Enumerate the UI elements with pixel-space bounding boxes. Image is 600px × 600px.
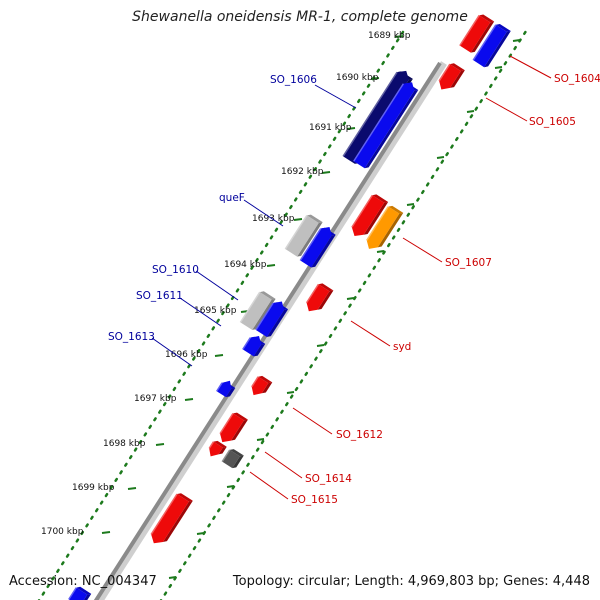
- gene-so1607: [366, 205, 404, 249]
- gene-so1604-a: [459, 14, 495, 53]
- gene-label: queF: [219, 192, 245, 204]
- minor-tick-mark: [168, 576, 177, 579]
- gene-so1615: [221, 449, 244, 469]
- kbp-tick-mark: [321, 171, 331, 174]
- kbp-tick-mark: [370, 77, 380, 80]
- gene-label: SO_1614: [305, 473, 352, 485]
- kbp-tick-label: 1695 kbp: [194, 306, 237, 316]
- gene-label: SO_1610: [152, 264, 199, 276]
- gene-so1611: [242, 336, 266, 357]
- kbp-tick-label: 1698 kbp: [103, 439, 146, 449]
- kbp-tick-mark: [214, 354, 224, 357]
- label-leader-line: [151, 337, 193, 367]
- label-leader-line: [292, 407, 333, 435]
- gene-quef: [284, 214, 323, 257]
- kbp-tick-mark: [293, 218, 303, 221]
- gene-label: SO_1613: [108, 331, 155, 343]
- gene-so1606-cds: [353, 82, 419, 169]
- gene-bottom-partial: [68, 586, 92, 600]
- kbp-tick-label: 1689 kbp: [368, 31, 411, 41]
- label-leader-line: [402, 237, 443, 263]
- minor-tick-mark: [316, 344, 325, 347]
- minor-tick-mark: [406, 203, 415, 206]
- kbp-tick-label: 1700 kbp: [41, 527, 84, 537]
- label-leader-line: [350, 320, 391, 347]
- kbp-tick-label: 1694 kbp: [224, 260, 267, 270]
- minor-tick-mark: [494, 66, 503, 69]
- gene-label: SO_1615: [291, 494, 338, 506]
- minor-tick-mark: [256, 438, 265, 441]
- gene-so1612: [219, 412, 248, 443]
- map-title: Shewanella oneidensis MR-1, complete gen…: [132, 9, 468, 25]
- feature-layer: [68, 14, 511, 600]
- minor-tick-mark: [512, 39, 521, 42]
- kbp-tick-mark: [101, 531, 111, 534]
- kbp-tick-mark: [266, 264, 276, 267]
- minor-tick-mark: [226, 485, 235, 488]
- kbp-tick-mark: [394, 35, 404, 38]
- gene-label: syd: [393, 341, 411, 353]
- gene-syd: [305, 283, 334, 312]
- minor-tick-mark: [346, 297, 355, 300]
- right-tick-line: [159, 26, 530, 600]
- gene-so1607-a: [351, 194, 389, 237]
- topology-summary: Topology: circular; Length: 4,969,803 bp…: [232, 574, 590, 589]
- kbp-tick-mark: [155, 443, 165, 446]
- gene-so1613: [216, 380, 236, 398]
- gene-so1610-cds: [255, 301, 289, 337]
- label-leader-line: [485, 97, 528, 122]
- minor-tick-mark: [466, 110, 475, 113]
- gene-label: SO_1606: [270, 74, 317, 86]
- kbp-tick-label: 1697 kbp: [134, 394, 177, 404]
- kbp-tick-label: 1699 kbp: [72, 483, 115, 493]
- label-leader-line: [509, 55, 552, 79]
- kbp-tick-mark: [184, 398, 194, 401]
- gene-so1604: [472, 24, 511, 68]
- gene-label: SO_1611: [136, 290, 183, 302]
- kbp-tick-mark: [346, 127, 356, 130]
- gene-so1605: [438, 63, 465, 90]
- kbp-tick-label: 1691 kbp: [309, 123, 352, 133]
- minor-tick-mark: [286, 391, 295, 394]
- minor-tick-mark: [376, 250, 385, 253]
- label-layer: SO_1606 queF SO_1610 SO_1611 SO_1613 SO_1604 S…: [108, 55, 600, 506]
- gene-label: SO_1605: [529, 116, 576, 128]
- kbp-tick-label: 1690 kbp: [336, 73, 379, 83]
- gene-so1614: [208, 440, 227, 457]
- kbp-tick-mark: [127, 487, 137, 490]
- minor-tick-mark: [436, 156, 445, 159]
- accession-text: Accession: NC_004347: [9, 574, 157, 589]
- label-leader-line: [264, 451, 303, 479]
- label-leader-line: [249, 471, 289, 500]
- minor-tick-mark: [196, 532, 205, 535]
- gene-label: SO_1607: [445, 257, 492, 269]
- gene-so1610: [239, 291, 276, 330]
- kbp-tick-label: 1696 kbp: [165, 350, 208, 360]
- label-leader-line: [314, 84, 357, 109]
- gene-bottom-red: [150, 493, 193, 544]
- gene-label: SO_1604: [554, 73, 600, 85]
- label-leader-line: [179, 297, 222, 327]
- gene-quef-cds: [299, 226, 336, 268]
- label-leader-line: [195, 270, 239, 301]
- left-tick-line: [37, 30, 405, 600]
- label-leader-line: [243, 199, 284, 227]
- kbp-tick-label: 1692 kbp: [281, 167, 324, 177]
- gene-so1612-a: [251, 375, 273, 396]
- gene-label: SO_1612: [336, 429, 383, 441]
